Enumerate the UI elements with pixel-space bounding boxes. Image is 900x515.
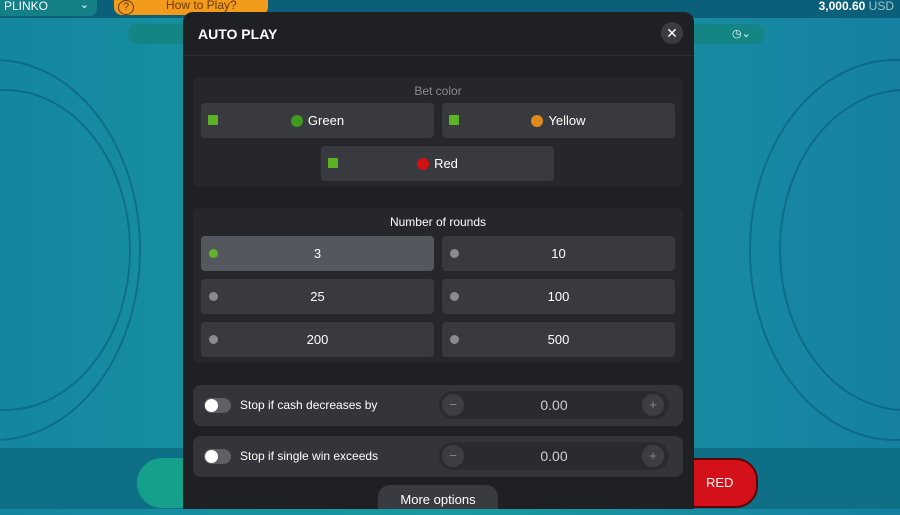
label: Yellow: [548, 113, 586, 128]
game-selector[interactable]: PLINKO ⌄: [0, 0, 97, 16]
minus-button[interactable]: −: [442, 445, 464, 467]
yellow-dot-icon: [531, 115, 544, 127]
bet-pill: [128, 24, 198, 44]
rounds-option[interactable]: 500: [442, 322, 675, 357]
checkbox-icon: [208, 115, 218, 125]
board-ring: [0, 59, 141, 441]
question-icon: ?: [118, 0, 134, 15]
rounds-option[interactable]: 25: [201, 279, 434, 314]
stop-cash-decrease-row: Stop if cash decreases by − 0.00 +: [193, 385, 683, 426]
value: 0.00: [540, 397, 568, 413]
plus-button[interactable]: +: [642, 445, 664, 467]
green-dot-icon: [290, 115, 303, 127]
label: Green: [307, 113, 345, 128]
radio-icon: [450, 249, 459, 258]
auto-play-modal: AUTO PLAY ✕ Bet color Green Yellow Red N…: [183, 12, 694, 509]
stop-cash-decrease-toggle[interactable]: [204, 398, 231, 413]
red-button-label: RED: [706, 475, 734, 490]
bet-color-yellow[interactable]: Yellow: [442, 103, 675, 138]
rounds-option[interactable]: 3: [201, 236, 434, 271]
stop-cash-decrease-input[interactable]: − 0.00 +: [439, 391, 669, 419]
balance: 3,000.60 USD: [819, 0, 894, 13]
rounds-option[interactable]: 100: [442, 279, 675, 314]
label: Stop if cash decreases by: [240, 398, 378, 412]
close-button[interactable]: ✕: [661, 22, 683, 44]
stop-single-win-row: Stop if single win exceeds − 0.00 +: [193, 436, 683, 477]
radio-icon: [209, 249, 218, 258]
chevron-down-icon: ⌄: [79, 0, 89, 11]
board-ring: [0, 89, 131, 411]
label: Red: [434, 156, 458, 171]
plus-button[interactable]: +: [642, 394, 664, 416]
section-title: Number of rounds: [389, 215, 487, 229]
stop-single-win-input[interactable]: − 0.00 +: [439, 442, 669, 470]
board-ring: [749, 59, 900, 441]
red-dot-icon: [417, 158, 430, 170]
rounds-section: Number of rounds 3 10 25 100 200 500: [193, 208, 683, 363]
stop-single-win-toggle[interactable]: [204, 449, 231, 464]
label: More options: [400, 492, 476, 507]
history-icon: ◷⌄: [732, 28, 751, 40]
radio-icon: [209, 292, 218, 301]
modal-title: AUTO PLAY: [183, 12, 694, 56]
radio-icon: [209, 335, 218, 344]
label: 3: [313, 246, 322, 261]
section-title: Bet color: [414, 84, 462, 98]
label: 200: [306, 332, 329, 347]
bet-color-green[interactable]: Green: [201, 103, 434, 138]
how-to-play-label: How to Play?: [166, 0, 237, 12]
label: 100: [547, 289, 570, 304]
rounds-option[interactable]: 10: [442, 236, 675, 271]
radio-icon: [450, 292, 459, 301]
checkbox-icon: [449, 115, 459, 125]
label: Stop if single win exceeds: [240, 449, 379, 463]
minus-button[interactable]: −: [442, 394, 464, 416]
bet-color-section: Bet color Green Yellow Red: [193, 77, 683, 187]
radio-icon: [450, 335, 459, 344]
label: 500: [547, 332, 570, 347]
value: 0.00: [540, 448, 568, 464]
history-button[interactable]: ◷⌄: [680, 24, 765, 44]
balance-amount: 3,000.60: [818, 0, 866, 13]
board-ring: [779, 89, 900, 411]
bet-color-red[interactable]: Red: [321, 146, 554, 181]
currency: USD: [868, 0, 894, 13]
checkbox-icon: [328, 158, 338, 168]
close-icon: ✕: [666, 25, 678, 41]
more-options-button[interactable]: More options: [378, 485, 498, 509]
label: 10: [551, 246, 566, 261]
rounds-option[interactable]: 200: [201, 322, 434, 357]
game-name: PLINKO: [4, 0, 49, 13]
how-to-play-button[interactable]: ? How to Play?: [114, 0, 268, 15]
label: 25: [310, 289, 325, 304]
